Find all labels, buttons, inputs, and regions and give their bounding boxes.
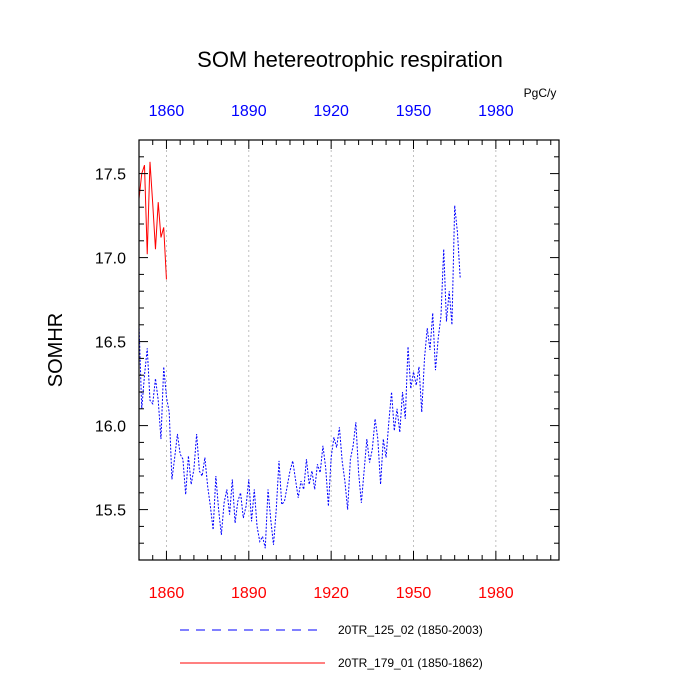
x-tick-label-bottom: 1920 (313, 585, 349, 602)
grid-lines (166, 140, 497, 560)
tick-marks (138, 139, 559, 561)
series-layer (138, 161, 461, 549)
x-tick-label-top: 1980 (478, 103, 514, 120)
x-tick-label-bottom: 1890 (231, 585, 267, 602)
legend-label-series-2: 20TR_179_01 (1850-1862) (338, 656, 483, 670)
y-tick-label: 16.0 (95, 419, 126, 436)
tick-labels: 15.5 16.0 16.5 17.0 17.5 1860 1860 1890 1890 1920… (95, 103, 514, 602)
x-tick-label-top: 1860 (149, 103, 185, 120)
y-tick-label: 16.5 (95, 335, 126, 352)
y-tick-label: 17.0 (95, 251, 126, 268)
chart-title: SOM hetereotrophic respiration (197, 47, 503, 72)
units-label: PgC/y (524, 86, 557, 100)
x-tick-label-top: 1950 (396, 103, 432, 120)
legend: 20TR_125_02 (1850-2003) 20TR_179_01 (185… (180, 623, 483, 670)
x-tick-label-top: 1890 (231, 103, 267, 120)
x-tick-label-bottom: 1860 (149, 585, 185, 602)
x-tick-label-top: 1920 (313, 103, 349, 120)
series-line-2 (138, 161, 167, 280)
y-axis-label: SOMHR (45, 313, 67, 387)
x-tick-label-bottom: 1980 (478, 585, 514, 602)
y-tick-label: 17.5 (95, 167, 126, 184)
series-line-1 (138, 205, 461, 549)
plot-frame (138, 139, 560, 561)
x-tick-label-bottom: 1950 (396, 585, 432, 602)
y-tick-label: 15.5 (95, 503, 126, 520)
legend-label-series-1: 20TR_125_02 (1850-2003) (338, 623, 483, 637)
